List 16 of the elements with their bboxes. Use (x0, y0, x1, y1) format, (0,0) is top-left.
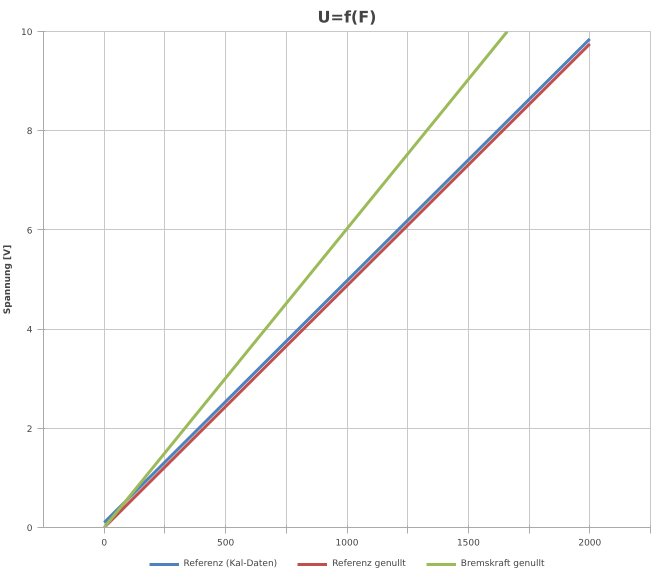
x-tick-label: 500 (217, 538, 234, 548)
x-tick-label: 1000 (336, 538, 359, 548)
legend-label: Referenz (Kal-Daten) (184, 559, 278, 569)
y-tick-label: 10 (21, 28, 33, 38)
y-axis-title: Spannung [V] (3, 244, 14, 314)
legend-label: Bremskraft genullt (460, 559, 544, 569)
y-tick-label: 2 (26, 424, 33, 435)
y-tick-label: 6 (26, 226, 33, 236)
y-tick-label: 4 (26, 326, 33, 336)
y-tick-label: 0 (26, 524, 33, 534)
x-tick-label: 2000 (578, 538, 602, 548)
legend-label: Referenz genullt (332, 559, 406, 569)
chart-title: U=f(F) (318, 8, 376, 26)
x-tick-label: 1500 (456, 538, 480, 548)
y-tick-label: 8 (26, 127, 33, 138)
x-tick-label: 0 (101, 538, 108, 548)
